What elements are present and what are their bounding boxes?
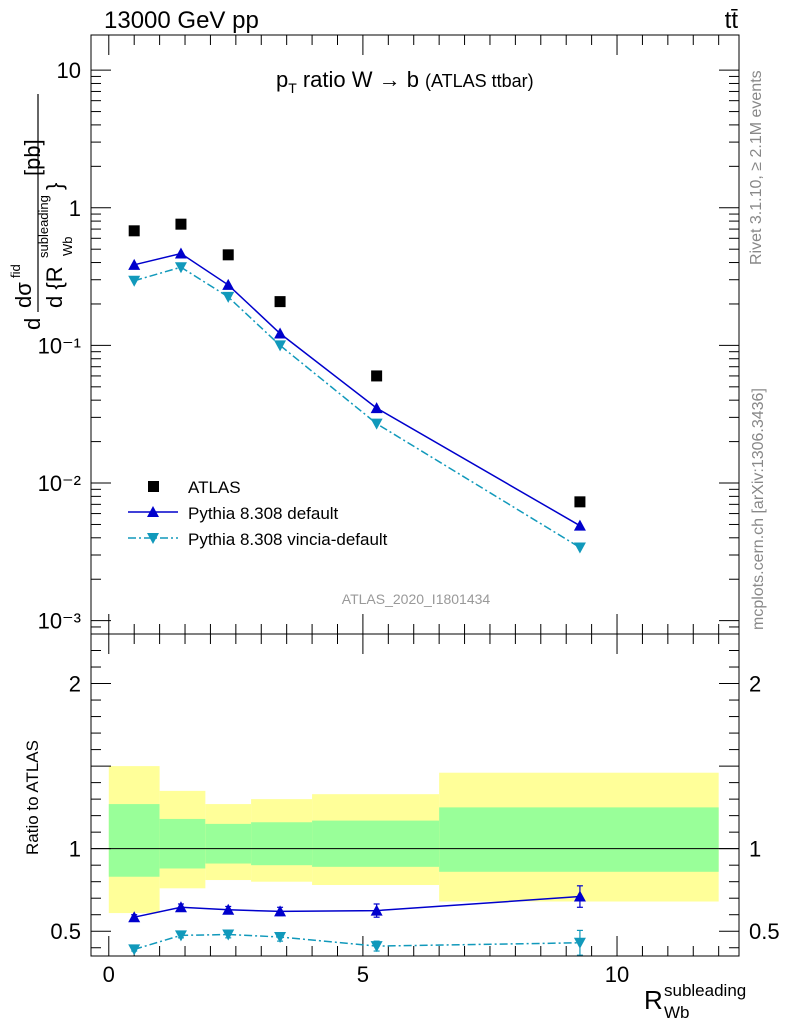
ratio-y-tick-label-right: 2 — [749, 672, 761, 697]
plot-title-main: ratio W → b — [303, 67, 419, 92]
main-data-point-atlas — [128, 225, 140, 237]
rivet-version-label: Rivet 3.1.10, ≥ 2.1M events — [748, 70, 765, 265]
ratio-series-line — [133, 933, 580, 951]
x-axis-label-sub: Wb — [664, 1003, 690, 1022]
main-data-point-pythia-default — [274, 327, 287, 339]
plot-title: pT ratio W → b (ATLAS ttbar) — [276, 67, 534, 96]
plot-title-small: (ATLAS ttbar) — [425, 71, 534, 91]
legend: ATLAS Pythia 8.308 default Pythia 8.308 … — [128, 478, 388, 549]
header-energy-label: 13000 GeV pp — [104, 7, 259, 34]
ratio-data-point-pythia-vincia — [573, 937, 586, 949]
ratio-band-stat-uncertainty — [205, 823, 252, 864]
main-y-tick-label: 10⁻³ — [38, 609, 81, 634]
ratio-y-tick-label-right: 1 — [749, 837, 761, 862]
main-data-point-atlas — [574, 496, 586, 508]
ratio-band-stat-uncertainty — [159, 818, 206, 869]
legend-marker-pythia-default — [147, 506, 159, 517]
svg-text:fid: fid — [8, 264, 23, 278]
main-data-point-pythia-vincia — [222, 291, 235, 303]
main-series-line — [133, 266, 581, 549]
x-axis-label-sup: subleading — [664, 981, 746, 1000]
legend-marker-atlas — [148, 481, 159, 492]
main-y-tick-label: 10⁻¹ — [38, 333, 81, 358]
main-data-point-pythia-vincia — [274, 340, 287, 352]
ratio-y-axis-label: Ratio to ATLAS — [23, 740, 42, 855]
legend-item-pythia-vincia: Pythia 8.308 vincia-default — [128, 530, 388, 549]
legend-label-pythia-default: Pythia 8.308 default — [188, 504, 339, 523]
ratio-series-line — [134, 895, 580, 918]
main-data-point-pythia-default — [128, 258, 141, 270]
main-data-point-pythia-vincia — [573, 542, 586, 554]
ratio-data-point-pythia-vincia — [370, 941, 383, 953]
main-data-point-pythia-vincia — [128, 275, 141, 287]
main-data-point-atlas — [274, 296, 286, 308]
ratio-data-point-pythia-vincia — [274, 932, 287, 944]
ratio-y-tick-label: 1 — [69, 837, 81, 862]
main-data-point-pythia-vincia — [174, 262, 187, 274]
ratio-y-tick-label: 2 — [69, 672, 81, 697]
legend-item-pythia-default: Pythia 8.308 default — [128, 504, 339, 523]
ratio-data-point-pythia-default — [174, 901, 187, 913]
ratio-band-stat-uncertainty — [108, 804, 160, 877]
main-y-tick-label: 1 — [69, 196, 81, 221]
svg-text:Wb: Wb — [60, 237, 75, 257]
main-data-point-atlas — [175, 218, 187, 230]
ratio-data-point-pythia-default — [370, 904, 383, 916]
ratio-data-point-pythia-vincia — [174, 930, 187, 942]
x-tick-label: 5 — [357, 962, 369, 987]
ratio-y-tick-label: 0.5 — [50, 919, 81, 944]
svg-text:d {R: d {R — [42, 266, 67, 308]
ratio-data-point-pythia-vincia — [128, 944, 141, 956]
main-data-point-pythia-default — [370, 402, 383, 414]
header-process-label: tt̄ — [725, 7, 739, 34]
ratio-data-point-pythia-vincia — [222, 929, 235, 941]
main-data-point-atlas — [222, 249, 234, 261]
main-plot-panel: 10 1 10⁻¹ 10⁻² 10⁻³ — [38, 35, 739, 635]
ratio-band-stat-uncertainty — [251, 822, 313, 866]
legend-item-atlas: ATLAS — [148, 478, 241, 497]
main-series-line — [134, 252, 581, 527]
analysis-label: ATLAS_2020_I1801434 — [342, 591, 491, 607]
main-data-point-pythia-vincia — [370, 418, 383, 430]
ratio-plot-panel: 2 2 1 1 0.5 0.5 0 5 10 — [50, 634, 780, 987]
mcplots-label: mcplots.cern.ch [arXiv:1306.3436] — [750, 388, 767, 630]
main-data-point-pythia-default — [222, 278, 235, 290]
ratio-data-point-pythia-default — [573, 890, 586, 902]
svg-text:dσ: dσ — [11, 282, 36, 308]
main-data-point-pythia-default — [174, 247, 187, 259]
ratio-data-point-pythia-default — [222, 903, 235, 915]
main-y-tick-label: 10⁻² — [38, 471, 81, 496]
x-axis-label-main: R — [644, 985, 663, 1015]
main-data-point-atlas — [371, 370, 383, 382]
x-axis-label: R Wb subleading — [644, 981, 746, 1022]
svg-text:d: d — [20, 318, 45, 330]
main-y-axis-label: d dσ fid d {R Wb subleading } [pb] — [8, 94, 75, 330]
main-data-point-pythia-default — [573, 519, 586, 531]
ratio-data-point-pythia-default — [274, 905, 287, 917]
legend-label-atlas: ATLAS — [188, 478, 241, 497]
x-tick-label: 10 — [605, 962, 629, 987]
legend-label-pythia-vincia: Pythia 8.308 vincia-default — [188, 530, 388, 549]
ratio-y-tick-label-right: 0.5 — [749, 919, 780, 944]
main-y-axis-units: [pb] — [20, 139, 45, 176]
x-tick-label: 0 — [103, 962, 115, 987]
main-y-tick-label: 10 — [57, 58, 81, 83]
legend-marker-pythia-vincia — [147, 533, 159, 544]
ratio-band-stat-uncertainty — [312, 820, 440, 867]
svg-text:}: } — [42, 183, 67, 190]
svg-text:subleading: subleading — [36, 195, 51, 258]
ratio-plot-frame — [90, 633, 740, 957]
ratio-band-stat-uncertainty — [439, 807, 719, 872]
ratio-data-point-pythia-default — [128, 911, 141, 923]
